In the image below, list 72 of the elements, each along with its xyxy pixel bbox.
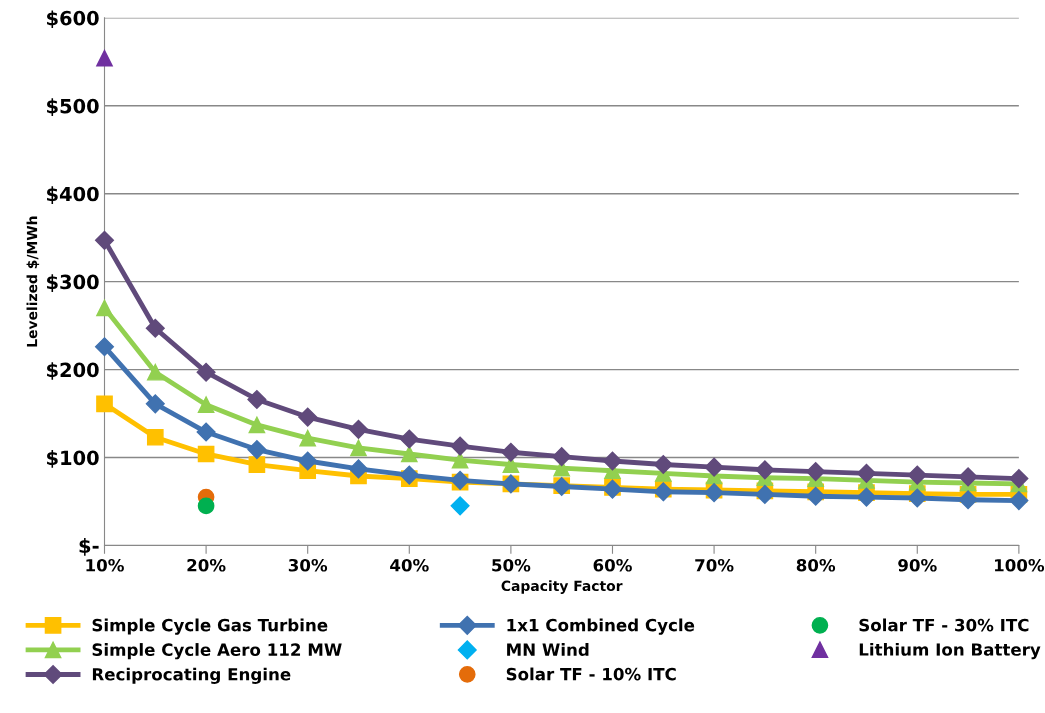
point (348, 459, 369, 479)
point (399, 429, 419, 449)
point (806, 462, 826, 482)
x-tick-label: 50% (492, 558, 531, 572)
point (856, 487, 877, 507)
point (653, 455, 673, 475)
point (501, 442, 521, 462)
point (348, 419, 369, 439)
legend-label: Simple Cycle Gas Turbine (92, 618, 328, 635)
point (602, 451, 623, 471)
point (196, 362, 216, 382)
x-tick-label: 10% (86, 558, 124, 572)
point (704, 457, 724, 477)
point (907, 488, 927, 508)
point (145, 318, 165, 338)
point (96, 395, 113, 413)
point (96, 49, 113, 67)
x-tick-label: 30% (288, 558, 328, 572)
y-tick-label: $200 (47, 362, 99, 380)
legend-label: Lithium Ion Battery (859, 642, 1041, 660)
point (806, 486, 826, 506)
x-tick-label: 60% (593, 558, 632, 572)
point (197, 445, 215, 463)
point (399, 465, 419, 485)
legend-label: Reciprocating Engine (92, 667, 291, 684)
point (94, 337, 115, 357)
point (146, 363, 164, 381)
legend-label: MN Wind (507, 643, 589, 656)
point (552, 447, 572, 467)
legend-label: Solar TF - 30% ITC (859, 618, 1029, 632)
y-axis-title: Levelized $/MWh (26, 216, 40, 347)
x-tick-label: 90% (898, 558, 937, 572)
point (958, 490, 978, 510)
point (958, 467, 978, 487)
point (1009, 469, 1029, 489)
x-tick-label: 80% (796, 558, 836, 572)
point (298, 407, 318, 427)
x-tick-label: 70% (695, 558, 734, 572)
point (248, 456, 266, 473)
point (248, 416, 266, 434)
point (96, 299, 113, 317)
point (196, 422, 216, 442)
point (94, 230, 115, 250)
point (197, 396, 215, 414)
point (450, 496, 470, 516)
x-axis-title: Capacity Factor (501, 580, 623, 594)
point (299, 429, 317, 447)
point (146, 428, 164, 446)
y-tick-label: $500 (47, 98, 99, 117)
point (400, 445, 418, 463)
point (145, 394, 165, 414)
point (1009, 491, 1029, 511)
x-tick-label: 100% (995, 558, 1045, 572)
point (247, 440, 267, 460)
point (298, 451, 318, 471)
legend-label: Simple Cycle Aero 112 MW (92, 643, 342, 660)
point (197, 497, 215, 515)
point (755, 460, 775, 480)
y-tick-label: $100 (47, 450, 99, 468)
legend-label: 1x1 Combined Cycle (507, 618, 695, 635)
y-tick-label: $600 (47, 10, 99, 29)
x-tick-label: 20% (187, 558, 226, 572)
y-tick-label: $- (79, 538, 99, 556)
y-tick-label: $300 (47, 274, 99, 292)
x-tick-label: 40% (390, 558, 429, 572)
point (907, 465, 927, 485)
y-tick-label: $400 (47, 186, 99, 204)
point (450, 436, 470, 456)
point (856, 463, 877, 483)
point (247, 389, 267, 410)
legend-label: Solar TF - 10% ITC (506, 667, 676, 681)
point (350, 439, 367, 457)
